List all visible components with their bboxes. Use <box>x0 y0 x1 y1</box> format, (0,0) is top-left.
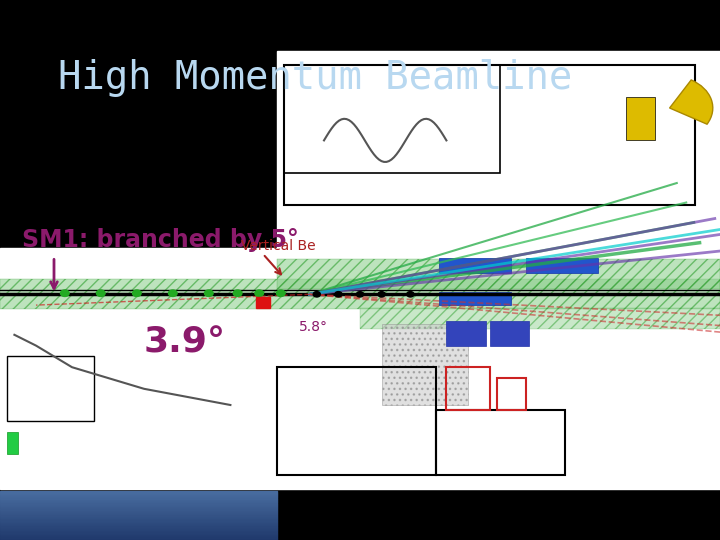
Wedge shape <box>670 80 713 124</box>
Bar <box>0 522 277 523</box>
Bar <box>0 524 277 525</box>
Bar <box>436 410 565 475</box>
Circle shape <box>255 290 264 296</box>
Bar <box>0 526 277 528</box>
Bar <box>0 248 277 489</box>
Circle shape <box>60 290 69 296</box>
Bar <box>439 258 511 273</box>
Bar <box>0 510 277 511</box>
Bar <box>0 523 277 524</box>
Bar <box>0 519 277 521</box>
Bar <box>526 258 598 273</box>
Bar <box>0 516 277 517</box>
Bar <box>439 292 511 305</box>
Circle shape <box>168 290 177 296</box>
Circle shape <box>356 292 364 297</box>
Bar <box>0 503 277 505</box>
Text: Vertical Be: Vertical Be <box>241 239 316 253</box>
Bar <box>0 500 277 501</box>
Bar <box>0 502 277 503</box>
Bar <box>0 505 277 506</box>
Bar <box>446 367 490 410</box>
Bar <box>490 321 529 346</box>
Bar <box>0 536 277 538</box>
Bar <box>7 432 18 454</box>
Circle shape <box>233 290 242 296</box>
Bar <box>256 297 270 308</box>
Text: 3.9°: 3.9° <box>144 326 226 360</box>
Bar <box>0 530 277 531</box>
Circle shape <box>132 290 141 296</box>
Bar <box>0 513 277 515</box>
Bar <box>446 321 486 346</box>
Bar <box>0 280 720 309</box>
Circle shape <box>335 292 342 297</box>
Bar <box>0 507 277 509</box>
Bar <box>0 492 277 494</box>
Bar <box>0 528 277 529</box>
Bar <box>0 525 277 526</box>
Bar <box>0 506 277 507</box>
Bar <box>0 521 277 522</box>
Bar <box>277 259 720 289</box>
Bar <box>0 531 277 532</box>
Bar <box>0 535 277 536</box>
Bar <box>0 532 277 534</box>
Bar <box>0 499 277 500</box>
Circle shape <box>378 292 385 297</box>
Text: High Momentum Beamline: High Momentum Beamline <box>58 59 572 97</box>
Bar <box>497 378 526 410</box>
Bar <box>360 308 720 329</box>
Text: 5.8°: 5.8° <box>299 320 328 334</box>
Bar <box>0 491 277 492</box>
Bar <box>0 501 277 502</box>
Bar <box>0 517 277 518</box>
Bar <box>0 515 277 516</box>
Bar <box>0 509 277 510</box>
Text: SM1: branched by 5°: SM1: branched by 5° <box>22 228 299 252</box>
Bar <box>0 512 277 513</box>
Bar <box>0 529 277 530</box>
Bar <box>0 496 277 497</box>
Bar <box>277 367 436 475</box>
Circle shape <box>313 292 320 297</box>
Bar <box>0 534 277 535</box>
Bar <box>0 538 277 539</box>
Bar <box>0 495 277 496</box>
Circle shape <box>276 290 285 296</box>
Bar <box>0 511 277 512</box>
Bar <box>382 324 468 405</box>
Circle shape <box>407 292 414 297</box>
Bar <box>284 65 500 173</box>
Bar <box>0 494 277 495</box>
Bar <box>284 65 695 205</box>
Bar <box>0 518 277 519</box>
Bar <box>7 356 94 421</box>
Bar <box>626 97 655 140</box>
Bar <box>0 497 277 499</box>
Circle shape <box>96 290 105 296</box>
Bar <box>277 51 720 489</box>
Bar <box>0 539 277 540</box>
Circle shape <box>204 290 213 296</box>
